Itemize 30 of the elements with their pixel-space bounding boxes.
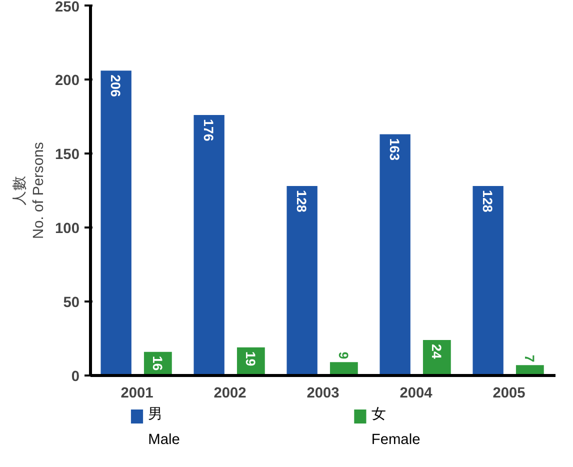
y-tick-label: 50 xyxy=(63,295,80,311)
x-tick-label: 2001 xyxy=(120,386,154,402)
data-label: 128 xyxy=(480,190,496,212)
data-label: 206 xyxy=(108,74,124,97)
y-axis-title: 人數 No. of Persons xyxy=(10,142,48,239)
y-tick-label: 100 xyxy=(55,221,80,237)
data-label: 24 xyxy=(428,344,444,360)
legend-label: 女 Female xyxy=(371,406,420,448)
legend-label: 男 Male xyxy=(148,406,180,448)
data-label: 176 xyxy=(201,119,216,142)
y-tick-label: 150 xyxy=(55,147,80,163)
x-tick-label: 2002 xyxy=(214,386,246,402)
y-tick-label: 0 xyxy=(71,369,80,385)
x-tick-label: 2005 xyxy=(492,386,526,402)
x-tick-label: 2004 xyxy=(400,386,434,402)
bar xyxy=(100,70,132,376)
data-label: 128 xyxy=(294,190,310,212)
bar xyxy=(194,115,224,376)
y-tick-label: 250 xyxy=(55,0,80,16)
data-label: 7 xyxy=(522,354,537,362)
y-tick-label: 200 xyxy=(55,73,80,89)
bar xyxy=(472,186,504,376)
data-label: 163 xyxy=(387,138,402,161)
data-label: 16 xyxy=(150,356,165,371)
data-label: 9 xyxy=(336,352,351,360)
bar xyxy=(380,134,410,376)
bar xyxy=(286,186,318,376)
data-label: 19 xyxy=(242,351,258,366)
x-tick-label: 2003 xyxy=(306,386,340,402)
bar xyxy=(330,362,358,376)
